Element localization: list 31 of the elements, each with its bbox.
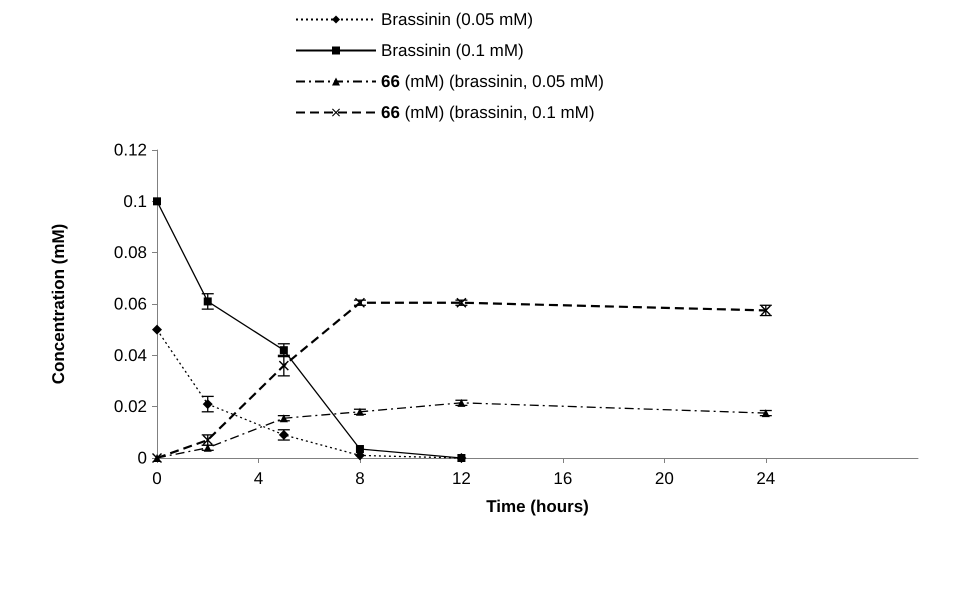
point xyxy=(152,324,162,335)
y-tick-label: 0.04 xyxy=(114,346,147,365)
point xyxy=(356,445,364,454)
x-tick-label: 20 xyxy=(654,469,674,488)
point xyxy=(204,297,212,306)
x-tick-label: 4 xyxy=(254,469,264,488)
legend-label: 66 (mM) (brassinin, 0.05 mM) xyxy=(381,72,604,91)
point xyxy=(457,398,466,407)
y-axis-title: Concentration (mM) xyxy=(49,224,68,384)
x-tick-label: 16 xyxy=(553,469,572,488)
point xyxy=(153,197,161,206)
point xyxy=(762,409,770,418)
x-tick-label: 12 xyxy=(452,469,471,488)
point xyxy=(280,414,288,422)
y-tick-label: 0 xyxy=(138,448,147,468)
x-tick-label: 24 xyxy=(756,469,776,488)
legend-label: Brassinin (0.1 mM) xyxy=(381,41,524,60)
x-axis-title: Time (hours) xyxy=(486,497,589,516)
legend-label: Brassinin (0.05 mM) xyxy=(381,10,534,29)
point xyxy=(356,408,364,416)
y-tick-label: 0.1 xyxy=(123,192,147,211)
point xyxy=(278,360,289,371)
x-tick-label: 8 xyxy=(355,469,365,488)
x-tick-label: 0 xyxy=(152,469,162,488)
point xyxy=(202,399,213,410)
y-tick-label: 0.12 xyxy=(114,140,147,160)
point xyxy=(280,346,288,354)
y-tick-label: 0.02 xyxy=(114,397,147,416)
y-tick-label: 0.08 xyxy=(114,243,147,262)
legend-label: 66 (mM) (brassinin, 0.1 mM) xyxy=(381,103,594,122)
y-tick-label: 0.06 xyxy=(114,294,147,314)
